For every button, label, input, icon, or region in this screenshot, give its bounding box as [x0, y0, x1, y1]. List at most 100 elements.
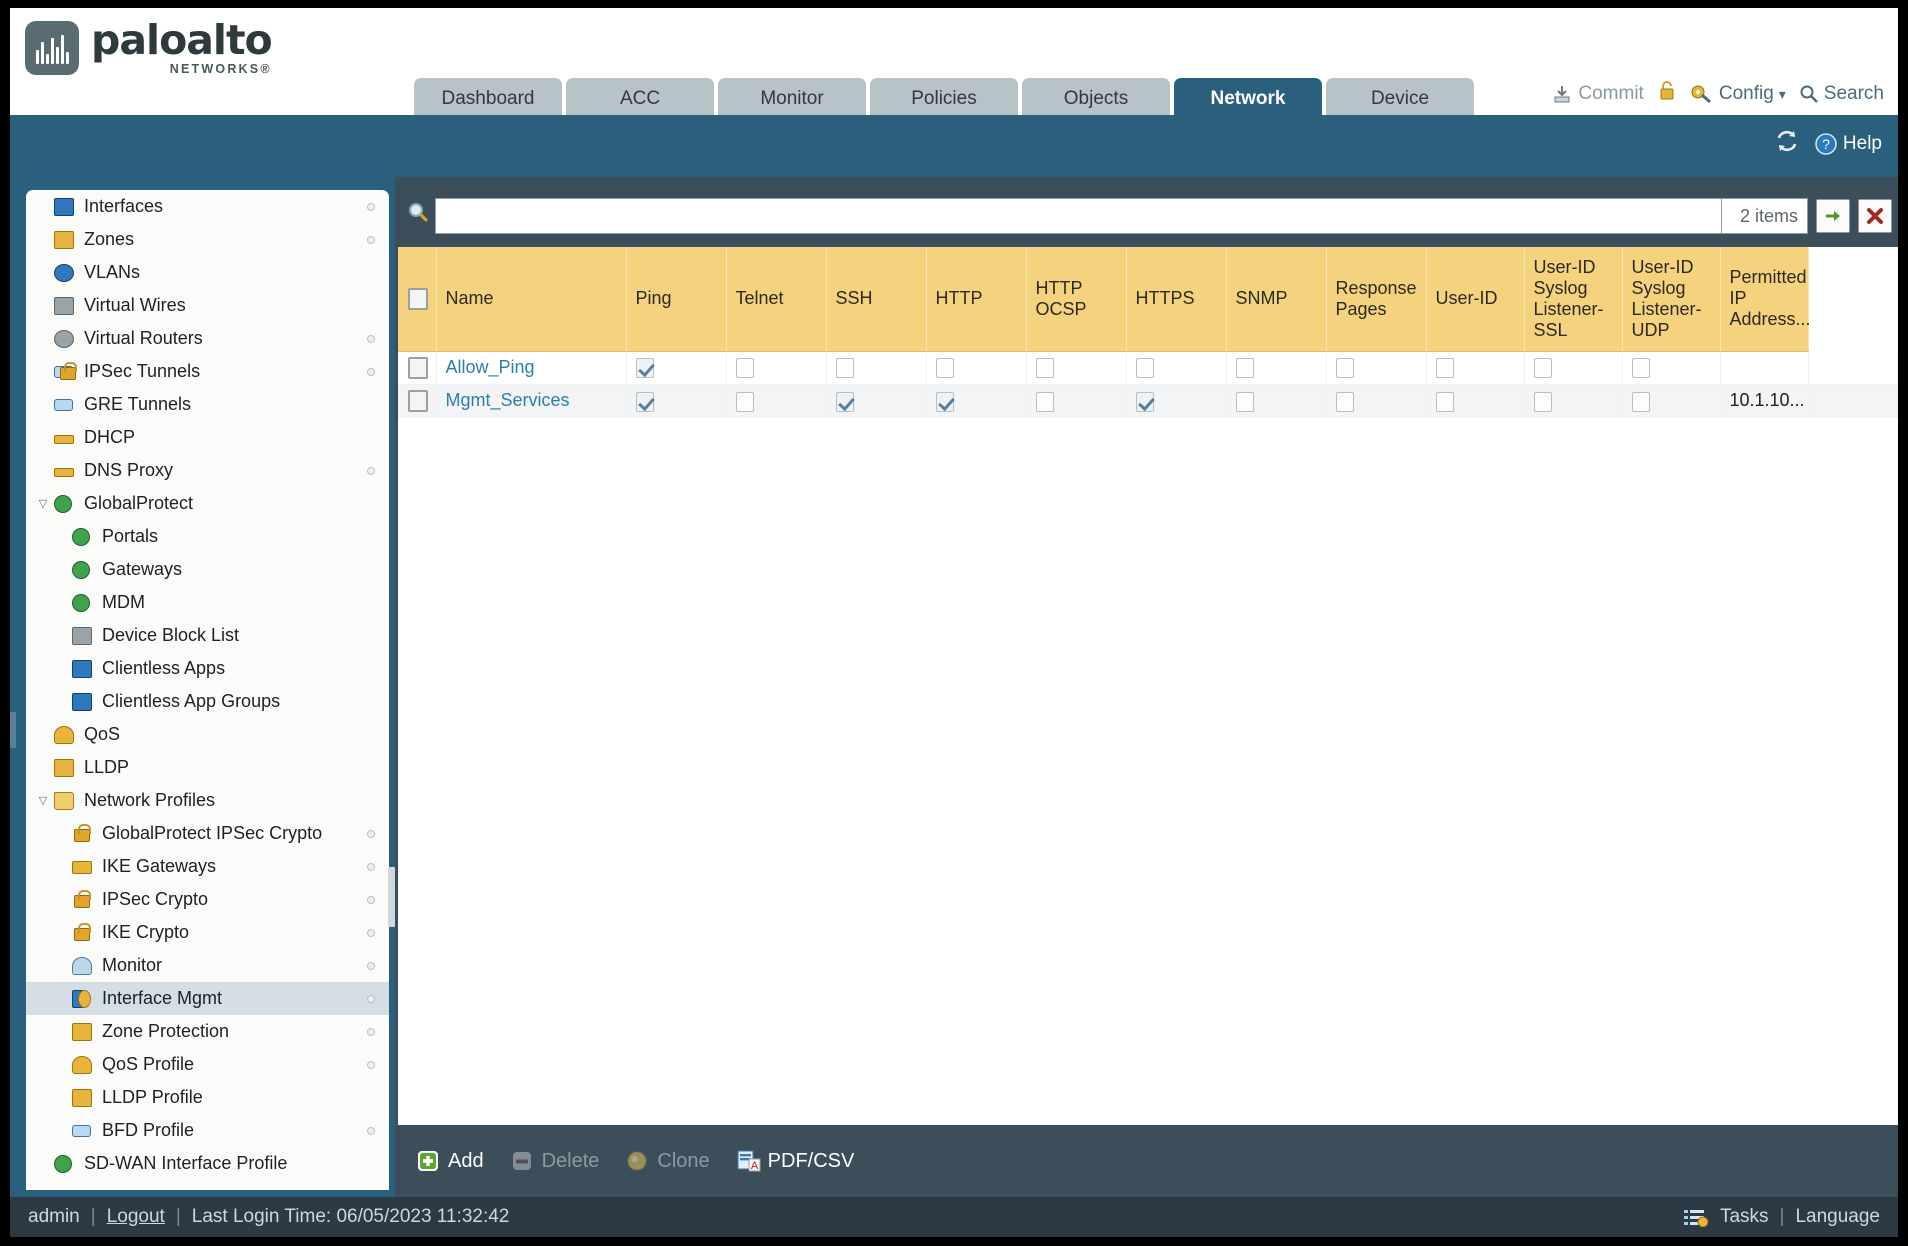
- column-header-http[interactable]: HTTP: [926, 247, 1027, 352]
- sidebar-item-mdm[interactable]: MDM: [26, 586, 389, 619]
- tab-objects[interactable]: Objects: [1022, 78, 1170, 121]
- https-checkbox[interactable]: [1135, 391, 1154, 412]
- syslog-ssl-checkbox[interactable]: [1533, 358, 1552, 379]
- sidebar-item-ipsec-crypto[interactable]: IPSec Crypto: [26, 883, 389, 916]
- sidebar-item-ipsec-tunnels[interactable]: IPSec Tunnels: [26, 355, 389, 388]
- profile-name-link[interactable]: Mgmt_Services: [445, 390, 570, 411]
- apply-filter-button[interactable]: [1816, 199, 1850, 233]
- ping-checkbox[interactable]: [635, 391, 654, 412]
- user-id-checkbox[interactable]: [1435, 391, 1454, 412]
- response-pages-checkbox[interactable]: [1335, 391, 1354, 412]
- sidebar-item-lldp-profile[interactable]: LLDP Profile: [26, 1081, 389, 1114]
- column-header-snmp[interactable]: SNMP: [1226, 247, 1327, 352]
- column-header-http-ocsp[interactable]: HTTP OCSP: [1026, 247, 1127, 352]
- sidebar-item-network-profiles[interactable]: ▽ Network Profiles: [26, 784, 389, 817]
- sidebar-item-qos-profile[interactable]: QoS Profile: [26, 1048, 389, 1081]
- config-dropdown[interactable]: Config ▾: [1690, 83, 1786, 105]
- syslog-udp-checkbox[interactable]: [1631, 391, 1650, 412]
- cell-ssh: [826, 351, 927, 385]
- sidebar-item-ike-gateways[interactable]: IKE Gateways: [26, 850, 389, 883]
- clear-filter-button[interactable]: [1858, 199, 1892, 233]
- profile-name-link[interactable]: Allow_Ping: [445, 357, 535, 378]
- sidebar-splitter-handle[interactable]: [388, 867, 396, 927]
- column-header-user-id-syslog-listener-ssl[interactable]: User-ID Syslog Listener- SSL: [1524, 247, 1623, 352]
- sidebar-item-sd-wan-interface-profile[interactable]: SD-WAN Interface Profile: [26, 1147, 389, 1180]
- response-pages-checkbox[interactable]: [1335, 358, 1354, 379]
- tab-policies[interactable]: Policies: [870, 78, 1018, 121]
- sidebar-item-monitor[interactable]: Monitor: [26, 949, 389, 982]
- user-id-checkbox[interactable]: [1435, 358, 1454, 379]
- http-ocsp-checkbox[interactable]: [1035, 358, 1054, 379]
- column-header-ping[interactable]: Ping: [626, 247, 727, 352]
- expand-collapse-triangle-icon[interactable]: ▽: [38, 795, 48, 807]
- search-button[interactable]: Search: [1799, 83, 1884, 105]
- help-button[interactable]: ? Help: [1814, 132, 1882, 156]
- sidebar-item-zone-protection[interactable]: Zone Protection: [26, 1015, 389, 1048]
- column-header-name[interactable]: Name: [436, 247, 627, 352]
- http-checkbox[interactable]: [935, 358, 954, 379]
- add-button[interactable]: Add: [416, 1149, 484, 1173]
- sidebar-item-gre-tunnels[interactable]: GRE Tunnels: [26, 388, 389, 421]
- http-ocsp-checkbox[interactable]: [1035, 391, 1054, 412]
- sidebar-item-interfaces[interactable]: Interfaces: [26, 190, 389, 223]
- sidebar-item-ike-crypto[interactable]: IKE Crypto: [26, 916, 389, 949]
- telnet-checkbox[interactable]: [735, 391, 754, 412]
- sidebar-item-qos[interactable]: QoS: [26, 718, 389, 751]
- column-header-ssh[interactable]: SSH: [826, 247, 927, 352]
- column-header-user-id-syslog-listener-udp[interactable]: User-ID Syslog Listener- UDP: [1622, 247, 1721, 352]
- sidebar-item-globalprotect-ipsec-crypto[interactable]: GlobalProtect IPSec Crypto: [26, 817, 389, 850]
- column-header-response-pages[interactable]: Response Pages: [1326, 247, 1427, 352]
- tasks-link[interactable]: Tasks: [1719, 1206, 1769, 1227]
- select-all-checkbox[interactable]: [408, 287, 428, 310]
- sidebar-item-portals[interactable]: Portals: [26, 520, 389, 553]
- sidebar-item-device-block-list[interactable]: Device Block List: [26, 619, 389, 652]
- snmp-checkbox[interactable]: [1235, 391, 1254, 412]
- sidebar-nav[interactable]: Interfaces Zones VLANs Virtual Wires Virtual…: [26, 190, 389, 1190]
- main-nav-tabs[interactable]: Dashboard ACC Monitor Policies Objects Networ…: [414, 78, 1474, 121]
- sidebar-item-label: DHCP: [84, 427, 136, 447]
- telnet-checkbox[interactable]: [735, 358, 754, 379]
- sidebar-item-clientless-apps[interactable]: Clientless Apps: [26, 652, 389, 685]
- logout-link[interactable]: Logout: [106, 1206, 165, 1227]
- syslog-ssl-checkbox[interactable]: [1533, 391, 1552, 412]
- ssh-checkbox[interactable]: [835, 358, 854, 379]
- row-select-checkbox[interactable]: [408, 356, 428, 379]
- refresh-button[interactable]: [1774, 129, 1800, 159]
- sidebar-item-interface-mgmt[interactable]: Interface Mgmt: [26, 982, 389, 1015]
- tab-dashboard[interactable]: Dashboard: [414, 78, 562, 121]
- column-header-user-id[interactable]: User-ID: [1426, 247, 1525, 352]
- pdf-csv-button[interactable]: A PDF/CSV: [736, 1149, 854, 1173]
- snmp-checkbox[interactable]: [1235, 358, 1254, 379]
- lock-icon[interactable]: [1657, 80, 1677, 108]
- sidebar-item-vlans[interactable]: VLANs: [26, 256, 389, 289]
- sidebar-item-clientless-app-groups[interactable]: Clientless App Groups: [26, 685, 389, 718]
- table-row[interactable]: Allow_Ping: [398, 351, 1898, 385]
- sidebar-item-globalprotect[interactable]: ▽ GlobalProtect: [26, 487, 389, 520]
- language-link[interactable]: Language: [1795, 1206, 1880, 1227]
- tab-device[interactable]: Device: [1326, 78, 1474, 121]
- sidebar-item-dns-proxy[interactable]: DNS Proxy: [26, 454, 389, 487]
- column-header-permitted-ip-address[interactable]: Permitted IP Address...: [1720, 247, 1811, 352]
- sidebar-item-dhcp[interactable]: DHCP: [26, 421, 389, 454]
- tab-network[interactable]: Network: [1174, 78, 1322, 121]
- row-select-checkbox[interactable]: [408, 390, 428, 412]
- commit-button[interactable]: Commit: [1551, 83, 1644, 105]
- ssh-checkbox[interactable]: [835, 391, 854, 412]
- sidebar-item-bfd-profile[interactable]: BFD Profile: [26, 1114, 389, 1147]
- http-checkbox[interactable]: [935, 391, 954, 412]
- sidebar-item-virtual-wires[interactable]: Virtual Wires: [26, 289, 389, 322]
- search-input[interactable]: [435, 198, 1722, 234]
- tab-monitor[interactable]: Monitor: [718, 78, 866, 121]
- column-header-https[interactable]: HTTPS: [1126, 247, 1227, 352]
- ping-checkbox[interactable]: [635, 358, 654, 379]
- https-checkbox[interactable]: [1135, 358, 1154, 379]
- expand-collapse-triangle-icon[interactable]: ▽: [38, 498, 48, 510]
- sidebar-item-gateways[interactable]: Gateways: [26, 553, 389, 586]
- column-header-telnet[interactable]: Telnet: [726, 247, 827, 352]
- table-row[interactable]: Mgmt_Services 10.1.10...: [398, 384, 1898, 419]
- syslog-udp-checkbox[interactable]: [1631, 358, 1650, 379]
- tab-acc[interactable]: ACC: [566, 78, 714, 121]
- sidebar-item-lldp[interactable]: LLDP: [26, 751, 389, 784]
- sidebar-item-virtual-routers[interactable]: Virtual Routers: [26, 322, 389, 355]
- sidebar-item-zones[interactable]: Zones: [26, 223, 389, 256]
